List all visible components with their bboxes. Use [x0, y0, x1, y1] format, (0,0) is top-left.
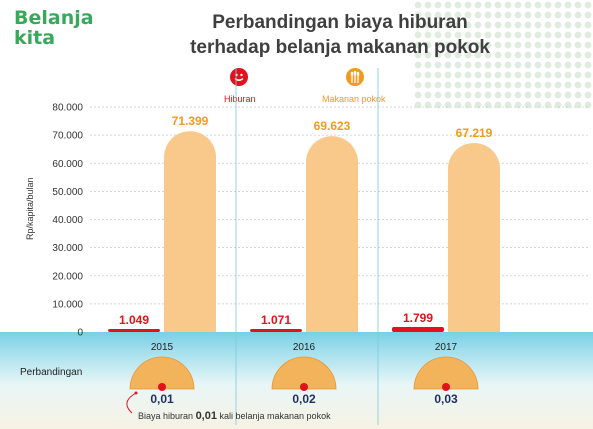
y-tick-label: 0: [77, 328, 83, 339]
bar-hiburan: [250, 328, 302, 332]
ratio-gauge: [129, 356, 195, 390]
belanjakita-logo: Belanja kita: [14, 8, 94, 48]
footnote-pointer: [126, 392, 137, 414]
chart-title: Perbandingan biaya hiburan terhadap bela…: [120, 10, 560, 60]
ratio-gauge: [413, 356, 479, 390]
y-tick-label: 10.000: [52, 299, 83, 310]
x-tick-label: 2016: [293, 342, 316, 353]
data-label-hiburan: 1.799: [403, 311, 433, 325]
perbandingan-label: Perbandingan: [20, 367, 83, 378]
x-tick-label: 2015: [151, 342, 174, 353]
title-line1: Perbandingan biaya hiburan: [212, 12, 468, 33]
ratio-dot: [442, 383, 450, 391]
x-tick-label: 2017: [435, 342, 458, 353]
bar-makanan-pokok: [306, 136, 358, 332]
ratio-gauge: [271, 356, 337, 390]
logo-line1: Belanja: [14, 7, 94, 29]
ratio-label: 0,02: [292, 392, 316, 406]
footnote-value: 0,01: [195, 410, 217, 422]
bar-makanan-pokok: [164, 131, 216, 332]
logo-line2: kita: [14, 27, 56, 49]
footnote-pre: Biaya hiburan: [138, 411, 194, 421]
bar-hiburan: [108, 329, 160, 332]
wheat-icon: [346, 68, 364, 86]
ratio-dot: [158, 383, 166, 391]
bar-hiburan: [392, 326, 444, 332]
data-label-hiburan: 1.071: [261, 313, 291, 327]
ratio-label: 0,03: [434, 392, 458, 406]
data-label-makanan: 71.399: [172, 114, 209, 128]
footnote: Biaya hiburan 0,01 kali belanja makanan …: [138, 410, 331, 422]
y-tick-label: 40.000: [52, 215, 83, 226]
data-label-makanan: 69.623: [314, 119, 351, 133]
y-tick-label: 20.000: [52, 271, 83, 282]
legend-hiburan: Hiburan: [224, 94, 256, 104]
bar-makanan-pokok: [448, 142, 500, 332]
y-tick-label: 80.000: [52, 103, 83, 114]
footnote-pointer-dot: [134, 391, 138, 395]
title-line2: terhadap belanja makanan pokok: [190, 37, 490, 58]
ratio-label: 0,01: [150, 392, 174, 406]
y-tick-label: 70.000: [52, 131, 83, 142]
decorative-dots: [413, 0, 593, 110]
y-tick-label: 50.000: [52, 187, 83, 198]
footnote-post: kali belanja makanan pokok: [219, 411, 331, 421]
legend-makanan-pokok: Makanan pokok: [322, 94, 386, 104]
ratio-dot: [300, 383, 308, 391]
y-tick-label: 60.000: [52, 159, 83, 170]
data-label-hiburan: 1.049: [119, 313, 149, 327]
data-label-makanan: 67.219: [456, 126, 493, 140]
y-tick-label: 30.000: [52, 243, 83, 254]
